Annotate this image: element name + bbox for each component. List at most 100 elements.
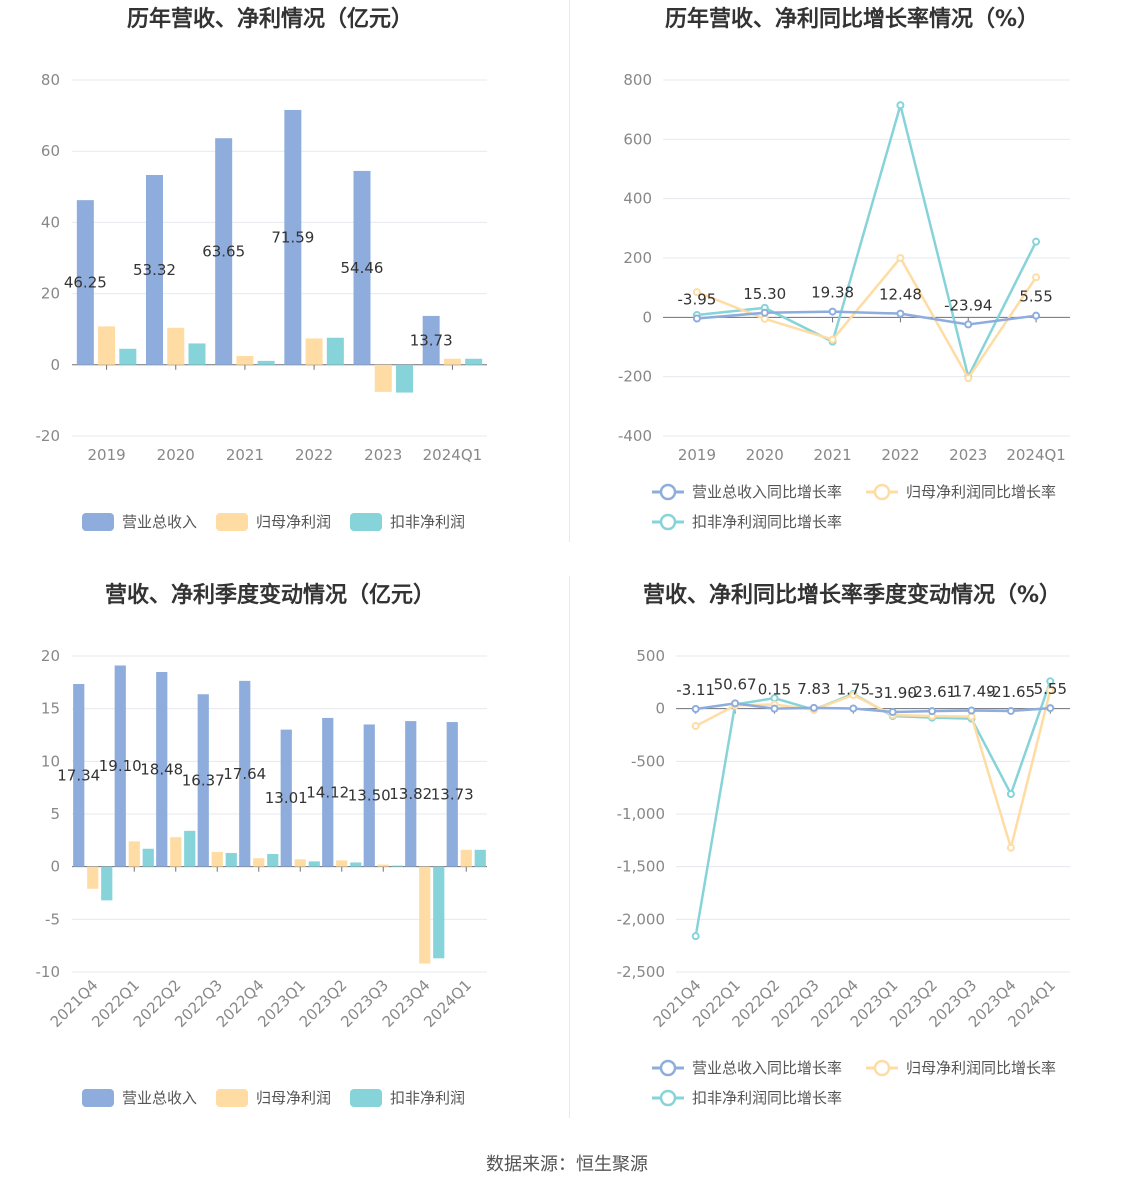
- line-revenue-growth: [696, 310, 1037, 326]
- bar-net-profit: [374, 364, 392, 392]
- annual-growth-rate-svg: 历年营收、净利同比增长率情况（%） -400 -200 0 200 400 600 800 20…: [618, 6, 1070, 531]
- legend-marker: [659, 1059, 677, 1077]
- bar-net-profit: [128, 841, 140, 867]
- growth-data-label: 1.75: [837, 680, 870, 698]
- legend-label: 营业总收入同比增长率: [692, 1059, 842, 1077]
- line-point: [964, 374, 973, 383]
- y-tick-label: 20: [41, 285, 60, 303]
- line-point: [828, 335, 837, 344]
- bar-revenue: [405, 721, 417, 867]
- bar-net-profit: [443, 358, 461, 365]
- bar-net-profit: [460, 849, 472, 867]
- y-tick-label: -200: [618, 368, 652, 386]
- bar-net-profit: [236, 355, 254, 365]
- y-tick-label: 0: [642, 308, 652, 326]
- quarterly-growth-rate-svg: 营收、净利同比增长率季度变动情况（%） -2,500 -2,000 -1,500 -1,…: [617, 582, 1070, 1107]
- x-tick-label: 2023: [364, 446, 402, 464]
- line-point: [849, 704, 858, 713]
- x-tick-label: 2021: [813, 446, 851, 464]
- annual-revenue-profit-svg: 历年营收、净利情况（亿元） -20 0 20 40 60 80 2019 2020 2021 202…: [36, 6, 487, 531]
- bar-revenue: [76, 200, 94, 365]
- bar-revenue: [146, 174, 163, 365]
- legend-label: 营业总收入同比增长率: [692, 483, 842, 501]
- line-point: [731, 699, 740, 708]
- line-point: [1006, 706, 1015, 715]
- revenue-data-label: 13.50: [348, 787, 391, 805]
- growth-data-label: -17.49: [947, 683, 995, 701]
- line-point: [928, 707, 937, 716]
- legend-marker: [873, 1059, 891, 1077]
- y-tick-label: -500: [631, 752, 665, 770]
- legend-swatch: [82, 1089, 114, 1107]
- line-point: [1046, 677, 1055, 686]
- y-tick-label: -10: [36, 963, 61, 981]
- legend-label: 归母净利润同比增长率: [906, 1059, 1056, 1077]
- bar-revenue: [73, 684, 85, 867]
- revenue-data-label: 54.46: [341, 259, 384, 277]
- bar-deducted-profit: [142, 848, 154, 867]
- source-note: 数据来源：恒生聚源: [486, 1154, 648, 1175]
- growth-data-label: 15.30: [743, 285, 786, 303]
- bar-revenue: [446, 722, 458, 867]
- line-point: [1032, 311, 1041, 320]
- y-tick-label: 10: [41, 752, 60, 770]
- growth-data-label: -3.11: [676, 681, 715, 699]
- line-point: [809, 703, 818, 712]
- bar-net-profit: [167, 327, 185, 365]
- line-point: [691, 932, 700, 941]
- bar-deducted-profit: [326, 337, 344, 365]
- legend-marker: [659, 483, 677, 501]
- bar-deducted-profit: [474, 849, 486, 867]
- growth-data-label: -31.90: [869, 684, 917, 702]
- bar-deducted-profit: [465, 358, 483, 365]
- revenue-data-label: 53.32: [133, 261, 176, 279]
- y-tick-label: 400: [623, 190, 652, 208]
- line-deducted-profit-growth: [694, 680, 1052, 937]
- revenue-data-label: 13.82: [389, 785, 432, 803]
- bar-net-profit: [294, 859, 306, 867]
- legend-label: 归母净利润: [256, 513, 331, 531]
- growth-data-label: -21.65: [987, 683, 1035, 701]
- y-tick-label: -1,500: [617, 858, 665, 876]
- revenue-data-label: 14.12: [306, 783, 349, 801]
- legend-marker: [873, 483, 891, 501]
- revenue-data-label: 17.64: [223, 765, 266, 783]
- growth-data-label: 50.67: [714, 675, 757, 693]
- growth-data-label: -3.95: [678, 291, 717, 309]
- y-tick-label: 60: [41, 142, 60, 160]
- legend-swatch: [350, 513, 382, 531]
- line-point: [760, 308, 769, 317]
- bar-net-profit: [87, 866, 99, 889]
- line-point: [828, 307, 837, 316]
- growth-data-label: -23.94: [944, 296, 992, 314]
- chart-title: 历年营收、净利同比增长率情况（%）: [665, 6, 1039, 32]
- quarterly-revenue-profit-svg: 营收、净利季度变动情况（亿元）-10-5051015202021Q42022Q1…: [36, 582, 487, 1107]
- column-divider-bottom: [569, 576, 570, 1118]
- bar-revenue: [239, 680, 251, 867]
- y-tick-label: 0: [50, 858, 60, 876]
- y-tick-label: 20: [41, 647, 60, 665]
- growth-data-label: 7.83: [797, 680, 830, 698]
- y-tick-label: 0: [50, 356, 60, 374]
- bar-revenue: [280, 729, 292, 867]
- line-point: [691, 722, 700, 731]
- y-tick-label: -20: [36, 427, 61, 445]
- bar-revenue: [156, 672, 168, 867]
- y-tick-label: 500: [636, 647, 665, 665]
- revenue-data-label: 71.59: [271, 228, 314, 246]
- growth-data-label: 5.55: [1019, 288, 1052, 306]
- line-point: [896, 101, 905, 110]
- bar-deducted-profit: [188, 343, 206, 365]
- legend-marker: [659, 513, 677, 531]
- line-point: [1046, 686, 1055, 695]
- line-point: [896, 254, 905, 262]
- annual-growth-rate-chart: 历年营收、净利同比增长率情况（%） -400 -200 0 200 400 600 800 20…: [567, 0, 1134, 576]
- chart-title: 营收、净利季度变动情况（亿元）: [105, 582, 435, 608]
- revenue-data-label: 13.01: [265, 789, 308, 807]
- quarterly-growth-rate-chart: 营收、净利同比增长率季度变动情况（%） -2,500 -2,000 -1,500 -1,…: [567, 576, 1134, 1152]
- line-deducted-profit-growth: [696, 100, 1038, 381]
- x-tick-label: 2024Q1: [1006, 446, 1066, 464]
- x-tick-label: 2019: [678, 446, 716, 464]
- growth-data-label: 19.38: [811, 284, 854, 302]
- bar-deducted-profit: [267, 854, 279, 867]
